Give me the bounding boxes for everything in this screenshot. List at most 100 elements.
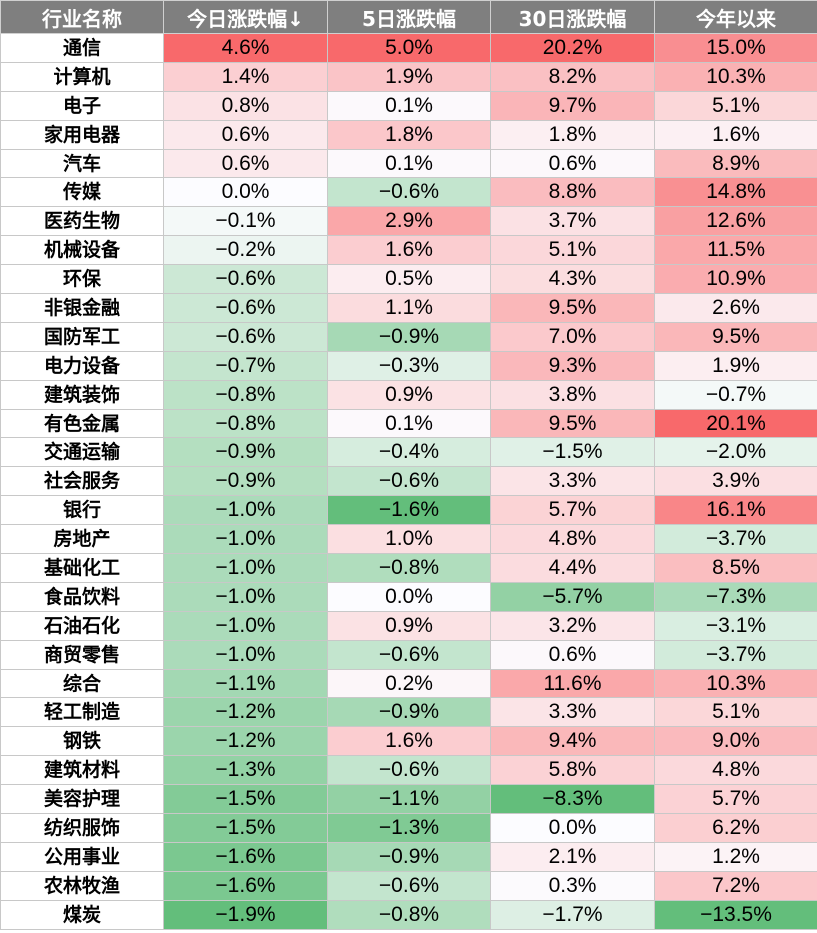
five-day-change-cell: 0.5% — [327, 264, 491, 295]
thirty-day-change-cell: 1.8% — [490, 119, 655, 150]
thirty-day-change-cell: 9.7% — [490, 90, 655, 121]
table-row: 煤炭 −1.9% −0.8% −1.7% −13.5% — [0, 899, 817, 930]
five-day-change-cell: 0.0% — [327, 581, 491, 612]
ytd-change-cell: 15.0% — [654, 33, 817, 63]
ytd-change-cell: 14.8% — [654, 177, 817, 208]
ytd-change-cell: −7.3% — [654, 581, 817, 612]
today-change-cell: 4.6% — [163, 33, 328, 63]
table-row: 建筑材料 −1.3% −0.6% 5.8% 4.8% — [0, 755, 817, 786]
today-change-cell: 0.6% — [163, 119, 328, 150]
industry-name-cell: 纺织服饰 — [0, 813, 164, 843]
table-row: 汽车 0.6% 0.1% 0.6% 8.9% — [0, 148, 817, 179]
table-row: 计算机 1.4% 1.9% 8.2% 10.3% — [0, 61, 817, 92]
ytd-change-cell: 3.9% — [654, 466, 817, 497]
today-change-cell: −1.0% — [163, 524, 328, 555]
table-row: 综合 −1.1% 0.2% 11.6% 10.3% — [0, 668, 817, 699]
table-row: 石油石化 −1.0% 0.9% 3.2% −3.1% — [0, 610, 817, 641]
ytd-change-cell: 10.3% — [654, 668, 817, 699]
five-day-change-cell: 0.1% — [327, 408, 491, 439]
header-ytd-change[interactable]: 今年以来 — [654, 0, 817, 34]
industry-name-cell: 公用事业 — [0, 841, 164, 872]
ytd-change-cell: 1.6% — [654, 119, 817, 150]
industry-name-cell: 国防军工 — [0, 321, 164, 352]
five-day-change-cell: 2.9% — [327, 206, 491, 237]
five-day-change-cell: −0.9% — [327, 697, 491, 728]
thirty-day-change-cell: 8.2% — [490, 61, 655, 92]
thirty-day-change-cell: 0.0% — [490, 813, 655, 843]
today-change-cell: −1.3% — [163, 755, 328, 786]
thirty-day-change-cell: −1.7% — [490, 899, 655, 930]
table-row: 交通运输 −0.9% −0.4% −1.5% −2.0% — [0, 437, 817, 468]
industry-name-cell: 机械设备 — [0, 235, 164, 266]
today-change-cell: 0.0% — [163, 177, 328, 208]
table-row: 美容护理 −1.5% −1.1% −8.3% 5.7% — [0, 784, 817, 815]
five-day-change-cell: 0.9% — [327, 610, 491, 641]
industry-name-cell: 钢铁 — [0, 726, 164, 757]
industry-name-cell: 综合 — [0, 668, 164, 699]
table-row: 农林牧渔 −1.6% −0.6% 0.3% 7.2% — [0, 870, 817, 901]
thirty-day-change-cell: 0.6% — [490, 639, 655, 670]
today-change-cell: −1.0% — [163, 553, 328, 583]
five-day-change-cell: 5.0% — [327, 33, 491, 63]
today-change-cell: −0.1% — [163, 206, 328, 237]
five-day-change-cell: −0.6% — [327, 870, 491, 901]
industry-name-cell: 电力设备 — [0, 350, 164, 381]
five-day-change-cell: 1.6% — [327, 235, 491, 266]
thirty-day-change-cell: 4.4% — [490, 553, 655, 583]
today-change-cell: −1.1% — [163, 668, 328, 699]
ytd-change-cell: 5.1% — [654, 90, 817, 121]
table-row: 基础化工 −1.0% −0.8% 4.4% 8.5% — [0, 553, 817, 583]
thirty-day-change-cell: 3.2% — [490, 610, 655, 641]
industry-name-cell: 轻工制造 — [0, 697, 164, 728]
table-row: 机械设备 −0.2% 1.6% 5.1% 11.5% — [0, 235, 817, 266]
table-row: 建筑装饰 −0.8% 0.9% 3.8% −0.7% — [0, 379, 817, 410]
five-day-change-cell: 1.9% — [327, 61, 491, 92]
thirty-day-change-cell: 3.3% — [490, 697, 655, 728]
industry-name-cell: 建筑装饰 — [0, 379, 164, 410]
ytd-change-cell: 9.5% — [654, 321, 817, 352]
table-row: 商贸零售 −1.0% −0.6% 0.6% −3.7% — [0, 639, 817, 670]
thirty-day-change-cell: 0.6% — [490, 148, 655, 179]
today-change-cell: −1.5% — [163, 813, 328, 843]
table-row: 医药生物 −0.1% 2.9% 3.7% 12.6% — [0, 206, 817, 237]
table-row: 国防军工 −0.6% −0.9% 7.0% 9.5% — [0, 321, 817, 352]
table-row: 家用电器 0.6% 1.8% 1.8% 1.6% — [0, 119, 817, 150]
header-5day-change[interactable]: 5日涨跌幅 — [327, 0, 491, 34]
industry-name-cell: 房地产 — [0, 524, 164, 555]
five-day-change-cell: 1.6% — [327, 726, 491, 757]
table-row: 公用事业 −1.6% −0.9% 2.1% 1.2% — [0, 841, 817, 872]
thirty-day-change-cell: 20.2% — [490, 33, 655, 63]
thirty-day-change-cell: −5.7% — [490, 581, 655, 612]
five-day-change-cell: 0.1% — [327, 148, 491, 179]
header-industry-name[interactable]: 行业名称 — [0, 0, 164, 34]
thirty-day-change-cell: 5.7% — [490, 495, 655, 526]
ytd-change-cell: 6.2% — [654, 813, 817, 843]
thirty-day-change-cell: 9.4% — [490, 726, 655, 757]
table-row: 通信 4.6% 5.0% 20.2% 15.0% — [0, 33, 817, 63]
five-day-change-cell: −0.8% — [327, 899, 491, 930]
industry-name-cell: 基础化工 — [0, 553, 164, 583]
header-today-change[interactable]: 今日涨跌幅↓ — [163, 0, 328, 34]
ytd-change-cell: 10.3% — [654, 61, 817, 92]
industry-name-cell: 汽车 — [0, 148, 164, 179]
ytd-change-cell: 16.1% — [654, 495, 817, 526]
today-change-cell: −1.6% — [163, 841, 328, 872]
industry-name-cell: 商贸零售 — [0, 639, 164, 670]
industry-name-cell: 计算机 — [0, 61, 164, 92]
ytd-change-cell: 7.2% — [654, 870, 817, 901]
table-body: 通信 4.6% 5.0% 20.2% 15.0% 计算机 1.4% 1.9% 8.2% 10.3%… — [0, 33, 817, 930]
table-row: 电子 0.8% 0.1% 9.7% 5.1% — [0, 90, 817, 121]
thirty-day-change-cell: 9.5% — [490, 293, 655, 323]
thirty-day-change-cell: 3.7% — [490, 206, 655, 237]
thirty-day-change-cell: 3.8% — [490, 379, 655, 410]
table-row: 房地产 −1.0% 1.0% 4.8% −3.7% — [0, 524, 817, 555]
industry-name-cell: 农林牧渔 — [0, 870, 164, 901]
five-day-change-cell: −0.9% — [327, 321, 491, 352]
industry-name-cell: 医药生物 — [0, 206, 164, 237]
today-change-cell: −0.9% — [163, 437, 328, 468]
table-row: 纺织服饰 −1.5% −1.3% 0.0% 6.2% — [0, 813, 817, 843]
industry-name-cell: 电子 — [0, 90, 164, 121]
industry-name-cell: 煤炭 — [0, 899, 164, 930]
header-30day-change[interactable]: 30日涨跌幅 — [490, 0, 655, 34]
table-row: 钢铁 −1.2% 1.6% 9.4% 9.0% — [0, 726, 817, 757]
